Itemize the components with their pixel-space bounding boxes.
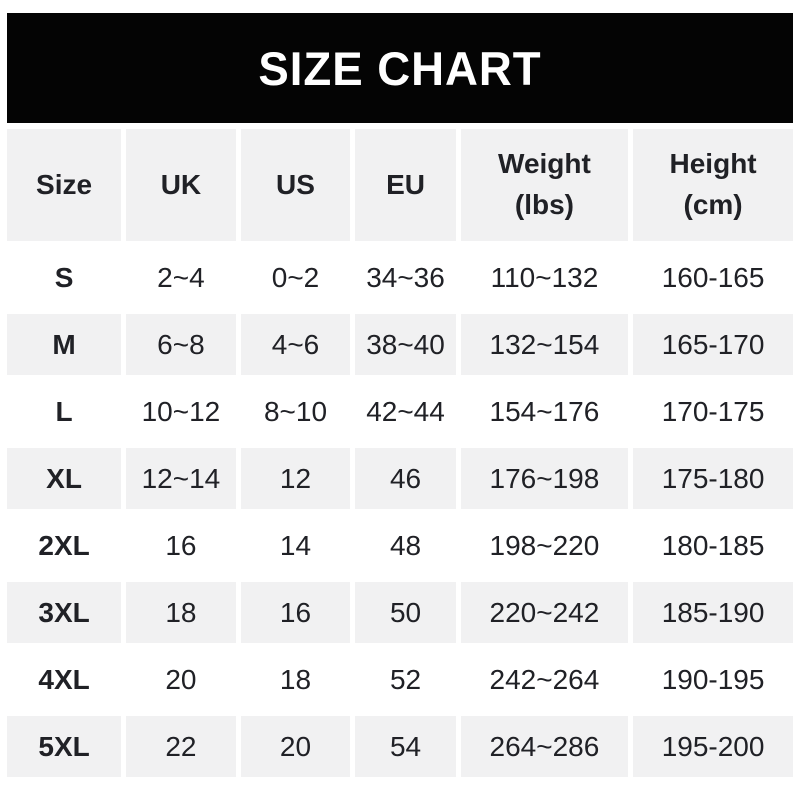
value-cell: 198~220 <box>460 515 629 576</box>
size-table-container: Size UK US EU Weight (lbs) Height (cm) S 2~4 0~… <box>2 123 798 783</box>
value-cell: 175-180 <box>633 448 793 509</box>
value-cell: 34~36 <box>355 247 456 308</box>
value-cell: 6~8 <box>126 314 236 375</box>
size-label-cell: 4XL <box>7 649 122 710</box>
value-cell: 110~132 <box>460 247 629 308</box>
value-cell: 12~14 <box>126 448 236 509</box>
table-row: L 10~12 8~10 42~44 154~176 170-175 <box>7 381 793 442</box>
column-header: UK <box>126 129 236 241</box>
table-row: 3XL 18 16 50 220~242 185-190 <box>7 582 793 643</box>
value-cell: 42~44 <box>355 381 456 442</box>
value-cell: 180-185 <box>633 515 793 576</box>
value-cell: 38~40 <box>355 314 456 375</box>
size-table: Size UK US EU Weight (lbs) Height (cm) S 2~4 0~… <box>2 123 798 783</box>
value-cell: 18 <box>126 582 236 643</box>
value-cell: 18 <box>240 649 351 710</box>
value-cell: 132~154 <box>460 314 629 375</box>
table-row: M 6~8 4~6 38~40 132~154 165-170 <box>7 314 793 375</box>
table-row: S 2~4 0~2 34~36 110~132 160-165 <box>7 247 793 308</box>
value-cell: 22 <box>126 716 236 777</box>
column-header: Size <box>7 129 122 241</box>
value-cell: 48 <box>355 515 456 576</box>
column-header: Weight (lbs) <box>460 129 629 241</box>
value-cell: 2~4 <box>126 247 236 308</box>
value-cell: 46 <box>355 448 456 509</box>
size-label-cell: XL <box>7 448 122 509</box>
column-header: Height (cm) <box>633 129 793 241</box>
value-cell: 50 <box>355 582 456 643</box>
value-cell: 176~198 <box>460 448 629 509</box>
size-label-cell: 2XL <box>7 515 122 576</box>
value-cell: 4~6 <box>240 314 351 375</box>
table-row: 2XL 16 14 48 198~220 180-185 <box>7 515 793 576</box>
table-header-row: Size UK US EU Weight (lbs) Height (cm) <box>7 129 793 241</box>
value-cell: 165-170 <box>633 314 793 375</box>
value-cell: 20 <box>126 649 236 710</box>
value-cell: 12 <box>240 448 351 509</box>
value-cell: 16 <box>240 582 351 643</box>
value-cell: 10~12 <box>126 381 236 442</box>
size-label-cell: S <box>7 247 122 308</box>
size-label-cell: M <box>7 314 122 375</box>
size-label-cell: 5XL <box>7 716 122 777</box>
page-title: SIZE CHART <box>258 41 542 95</box>
value-cell: 195-200 <box>633 716 793 777</box>
value-cell: 170-175 <box>633 381 793 442</box>
value-cell: 8~10 <box>240 381 351 442</box>
value-cell: 14 <box>240 515 351 576</box>
value-cell: 264~286 <box>460 716 629 777</box>
value-cell: 0~2 <box>240 247 351 308</box>
size-label-cell: 3XL <box>7 582 122 643</box>
column-header: US <box>240 129 351 241</box>
column-header: EU <box>355 129 456 241</box>
table-row: 4XL 20 18 52 242~264 190-195 <box>7 649 793 710</box>
value-cell: 190-195 <box>633 649 793 710</box>
value-cell: 154~176 <box>460 381 629 442</box>
value-cell: 52 <box>355 649 456 710</box>
value-cell: 220~242 <box>460 582 629 643</box>
table-row: 5XL 22 20 54 264~286 195-200 <box>7 716 793 777</box>
value-cell: 54 <box>355 716 456 777</box>
value-cell: 185-190 <box>633 582 793 643</box>
table-row: XL 12~14 12 46 176~198 175-180 <box>7 448 793 509</box>
value-cell: 20 <box>240 716 351 777</box>
title-banner: SIZE CHART <box>7 13 793 123</box>
value-cell: 160-165 <box>633 247 793 308</box>
value-cell: 242~264 <box>460 649 629 710</box>
value-cell: 16 <box>126 515 236 576</box>
size-label-cell: L <box>7 381 122 442</box>
